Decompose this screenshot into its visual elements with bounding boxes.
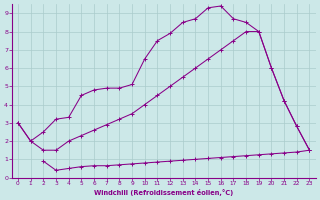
X-axis label: Windchill (Refroidissement éolien,°C): Windchill (Refroidissement éolien,°C) [94, 189, 233, 196]
